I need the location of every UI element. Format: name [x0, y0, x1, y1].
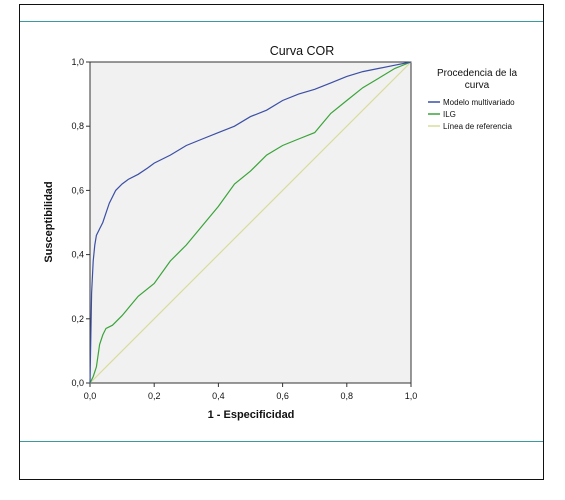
x-tick-label: 0,0	[84, 391, 97, 401]
chart-title: Curva COR	[270, 44, 335, 58]
legend-label: ILG	[443, 110, 456, 119]
x-tick-label: 0,2	[148, 391, 161, 401]
y-tick-label: 1,0	[71, 57, 84, 67]
series-line-2	[89, 61, 412, 384]
y-tick-label: 0,4	[71, 250, 84, 260]
legend-title-line2: curva	[465, 80, 490, 91]
top-divider	[20, 21, 543, 22]
y-tick-label: 0,8	[71, 121, 84, 131]
x-tick-label: 0,6	[276, 391, 289, 401]
plot-area: 0,0 0,2 0,4 0,6 0,8 1,0 0,0 0,2 0,4 0,6 0,8 1,0	[71, 57, 417, 401]
series-line-0	[89, 61, 412, 384]
bottom-divider	[20, 441, 543, 442]
y-tick-label: 0,6	[71, 185, 84, 195]
y-axis-label: Susceptibilidad	[43, 181, 55, 262]
x-tick-label: 0,4	[212, 391, 225, 401]
y-tick-label: 0,0	[71, 378, 84, 388]
series-line-1	[89, 61, 412, 384]
y-tick-label: 0,2	[71, 314, 84, 324]
x-tick-label: 0,8	[341, 391, 354, 401]
legend-label: Línea de referencia	[443, 122, 512, 131]
legend-title: Procedencia de la	[437, 68, 517, 79]
x-axis-label: 1 - Especificidad	[208, 409, 295, 421]
x-tick-label: 1,0	[405, 391, 418, 401]
legend-label: Modelo multivariado	[443, 98, 515, 107]
